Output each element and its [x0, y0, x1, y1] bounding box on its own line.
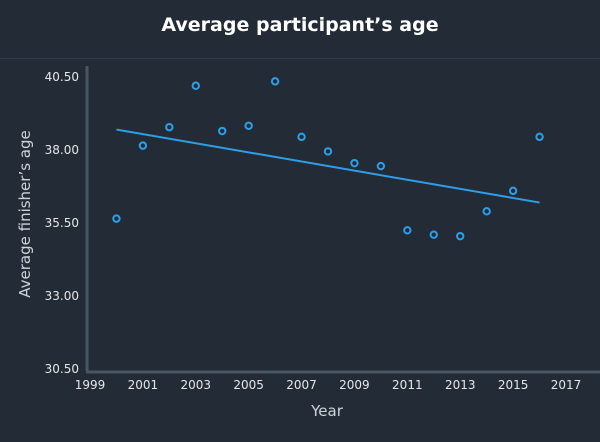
tick-labels: 1999 2001 2003 2005 2007 2009 2011 2013 2015 2017… [45, 70, 582, 392]
data-point[interactable] [218, 126, 227, 136]
data-point[interactable] [165, 123, 174, 132]
data-point[interactable] [429, 230, 438, 239]
data-points [112, 77, 544, 241]
data-point[interactable] [403, 226, 412, 235]
data-point[interactable] [270, 77, 280, 86]
axes [85, 66, 600, 374]
data-point[interactable] [191, 81, 200, 90]
data-point[interactable] [482, 207, 491, 216]
data-point[interactable] [297, 132, 306, 142]
x-tick-label: 2009 [339, 378, 370, 392]
y-tick-label: 33.00 [45, 289, 79, 303]
trend-line [116, 128, 540, 204]
x-tick-label: 1999 [75, 378, 106, 392]
x-tick-label: 2015 [498, 378, 529, 392]
trend-line-group [116, 128, 540, 204]
x-tick-label: 2001 [128, 378, 159, 392]
x-tick-label: 2011 [392, 378, 423, 392]
x-tick-label: 2007 [286, 378, 317, 392]
y-tick-label: 35.50 [45, 216, 79, 230]
y-tick-label: 40.50 [45, 70, 79, 84]
data-point[interactable] [535, 132, 544, 142]
data-point[interactable] [350, 158, 359, 168]
data-point[interactable] [376, 161, 386, 171]
title-divider [0, 58, 600, 59]
x-tick-label: 2013 [445, 378, 476, 392]
y-tick-label: 30.50 [45, 362, 79, 376]
x-tick-label: 2005 [233, 378, 264, 392]
data-point[interactable] [112, 214, 121, 223]
data-point[interactable] [456, 231, 465, 241]
chart-title: Average participant’s age [161, 14, 439, 36]
data-point[interactable] [244, 121, 253, 130]
y-axis-title: Average finisher’s age [16, 130, 34, 298]
data-point[interactable] [508, 186, 518, 196]
y-tick-label: 38.00 [45, 143, 79, 157]
x-axis-title: Year [310, 402, 344, 420]
x-tick-label: 2003 [181, 378, 212, 392]
data-point[interactable] [138, 141, 148, 150]
data-point[interactable] [323, 147, 333, 156]
x-tick-label: 2017 [551, 378, 582, 392]
